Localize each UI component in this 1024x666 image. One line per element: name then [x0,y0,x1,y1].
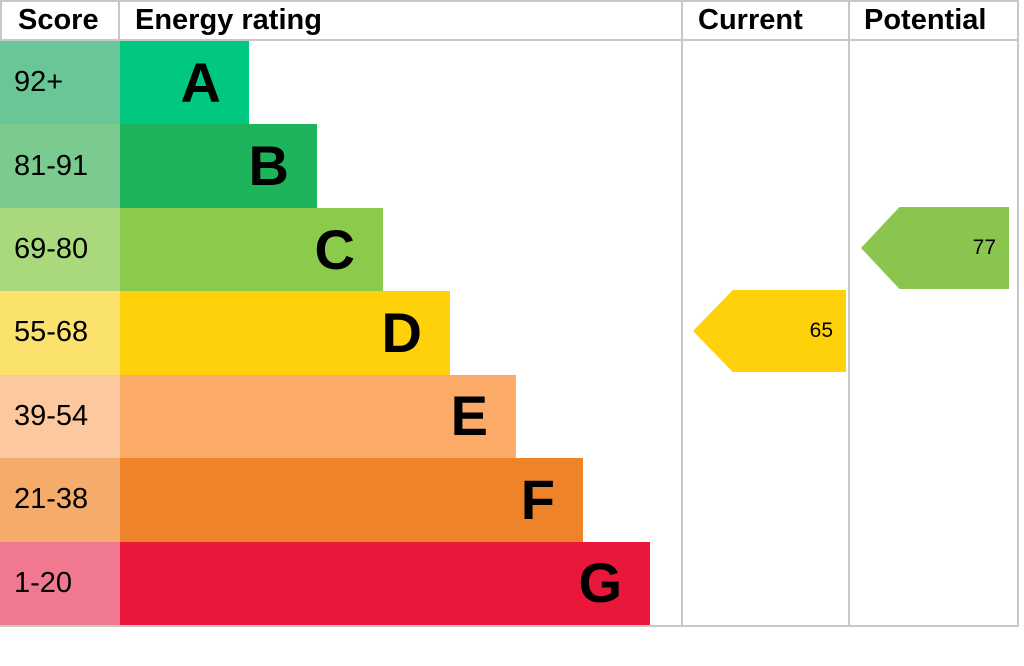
band-letter-b: B [248,134,289,198]
band-row-c: 69-80 C [0,207,1024,292]
band-bar-a: A [120,41,249,125]
table-top-border [0,0,1019,2]
column-header-energy-rating: Energy rating [135,3,322,36]
header-bottom-border [0,39,1019,41]
band-row-g: 1-20 G [0,541,1024,625]
band-row-e: 39-54 E [0,374,1024,459]
band-score-range-e: 39-54 [0,374,120,459]
band-bar-d: D [120,291,450,375]
band-row-d: 55-68 D [0,291,1024,375]
score-column-divider [118,0,120,41]
table-bottom-border [0,625,1019,627]
band-bar-e: E [120,374,516,459]
current-rating-value: 65 [809,319,833,342]
potential-rating-value: 77 [972,236,996,259]
column-header-current: Current [698,3,803,36]
column-header-potential: Potential [864,3,987,36]
band-score-range-b: 81-91 [0,124,120,208]
band-letter-e: E [450,384,488,448]
potential-column-divider [848,0,850,627]
column-header-score: Score [18,3,99,36]
band-row-a: 92+ A [0,41,1024,125]
band-letter-a: A [180,50,221,114]
band-letter-d: D [381,300,422,364]
current-column-divider [681,0,683,627]
band-bar-c: C [120,207,383,292]
band-bar-g: G [120,541,650,625]
header-left-border [0,0,2,41]
band-score-range-g: 1-20 [0,541,120,625]
rating-bands: 92+ A 81-91 B 69-80 C 55-68 D 39-54 [0,41,1024,625]
band-bar-b: B [120,124,317,208]
table-right-border [1017,0,1019,627]
band-letter-f: F [520,467,555,531]
band-row-b: 81-91 B [0,124,1024,208]
band-row-f: 21-38 F [0,458,1024,542]
band-score-range-c: 69-80 [0,207,120,292]
band-score-range-d: 55-68 [0,291,120,375]
band-score-range-f: 21-38 [0,458,120,542]
band-letter-g: G [578,551,622,615]
band-letter-c: C [314,217,355,281]
band-bar-f: F [120,458,583,542]
band-score-range-a: 92+ [0,41,120,125]
